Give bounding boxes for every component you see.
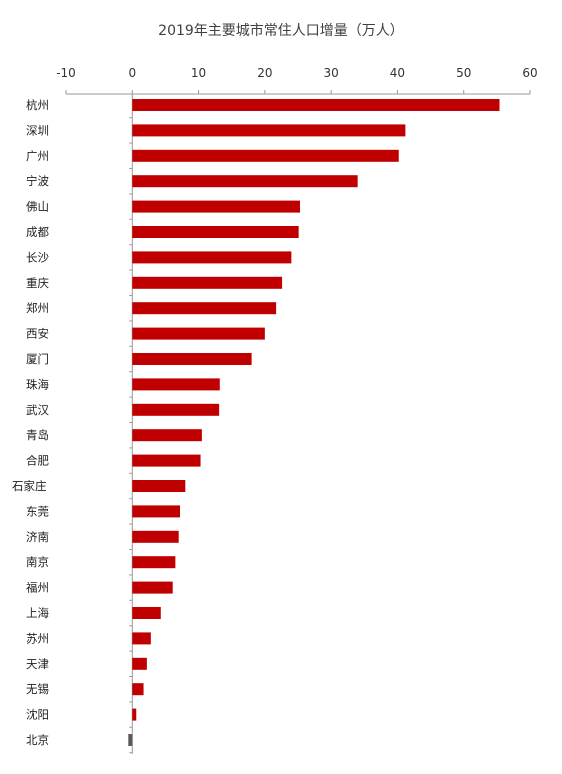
x-tick-label: 20 [257, 66, 272, 80]
bar [132, 581, 173, 594]
category-label: 南京 [26, 555, 49, 569]
category-label: 厦门 [26, 352, 49, 366]
x-tick-label: 60 [522, 66, 537, 80]
x-tick-label: 10 [191, 66, 206, 80]
bar [132, 99, 500, 111]
bar [132, 200, 300, 213]
category-label: 沈阳 [26, 708, 49, 722]
x-tick-label: 0 [128, 66, 136, 80]
category-label: 济南 [26, 530, 49, 544]
category-label: 武汉 [26, 403, 49, 417]
category-label: 无锡 [26, 682, 49, 696]
category-label: 广州 [26, 149, 49, 163]
category-label: 石家庄 [12, 479, 47, 493]
category-label: 佛山 [26, 200, 49, 214]
category-label: 重庆 [26, 276, 49, 290]
bar [132, 607, 161, 619]
bar [132, 683, 144, 696]
bar [132, 226, 299, 238]
bar [132, 632, 151, 645]
category-label: 西安 [26, 327, 49, 341]
bar [132, 124, 406, 137]
category-label: 福州 [26, 581, 49, 595]
x-tick-label: 40 [390, 66, 405, 80]
x-tick-label: 50 [456, 66, 471, 80]
x-tick-label: -10 [56, 66, 76, 80]
category-label: 成都 [26, 225, 49, 239]
x-tick-label: 30 [324, 66, 339, 80]
category-label: 珠海 [26, 377, 49, 391]
bar [132, 556, 176, 569]
category-label: 东莞 [26, 504, 49, 518]
category-label: 郑州 [26, 301, 49, 315]
bar [132, 378, 220, 391]
category-label: 上海 [26, 606, 49, 620]
bar [132, 175, 358, 188]
category-label: 青岛 [26, 428, 49, 442]
category-label: 合肥 [26, 454, 49, 468]
bar [132, 251, 292, 264]
bar [132, 353, 252, 365]
bar [132, 327, 265, 340]
category-label: 深圳 [26, 123, 49, 137]
bar [132, 454, 201, 467]
category-label: 宁波 [26, 174, 49, 188]
bar [132, 276, 283, 289]
category-label: 天津 [26, 657, 49, 671]
chart-title: 2019年主要城市常住人口增量（万人） [158, 23, 404, 39]
category-label: 北京 [26, 733, 49, 747]
bar [132, 530, 179, 543]
bar [132, 403, 220, 416]
bar [132, 505, 181, 518]
category-label: 长沙 [26, 250, 49, 264]
bar [132, 302, 277, 315]
bar [132, 480, 186, 492]
category-label: 杭州 [26, 98, 49, 112]
bar [128, 734, 133, 746]
bar [132, 708, 137, 721]
bar [132, 429, 202, 442]
bar [132, 657, 147, 670]
bar [132, 149, 399, 162]
category-label: 苏州 [26, 631, 49, 645]
